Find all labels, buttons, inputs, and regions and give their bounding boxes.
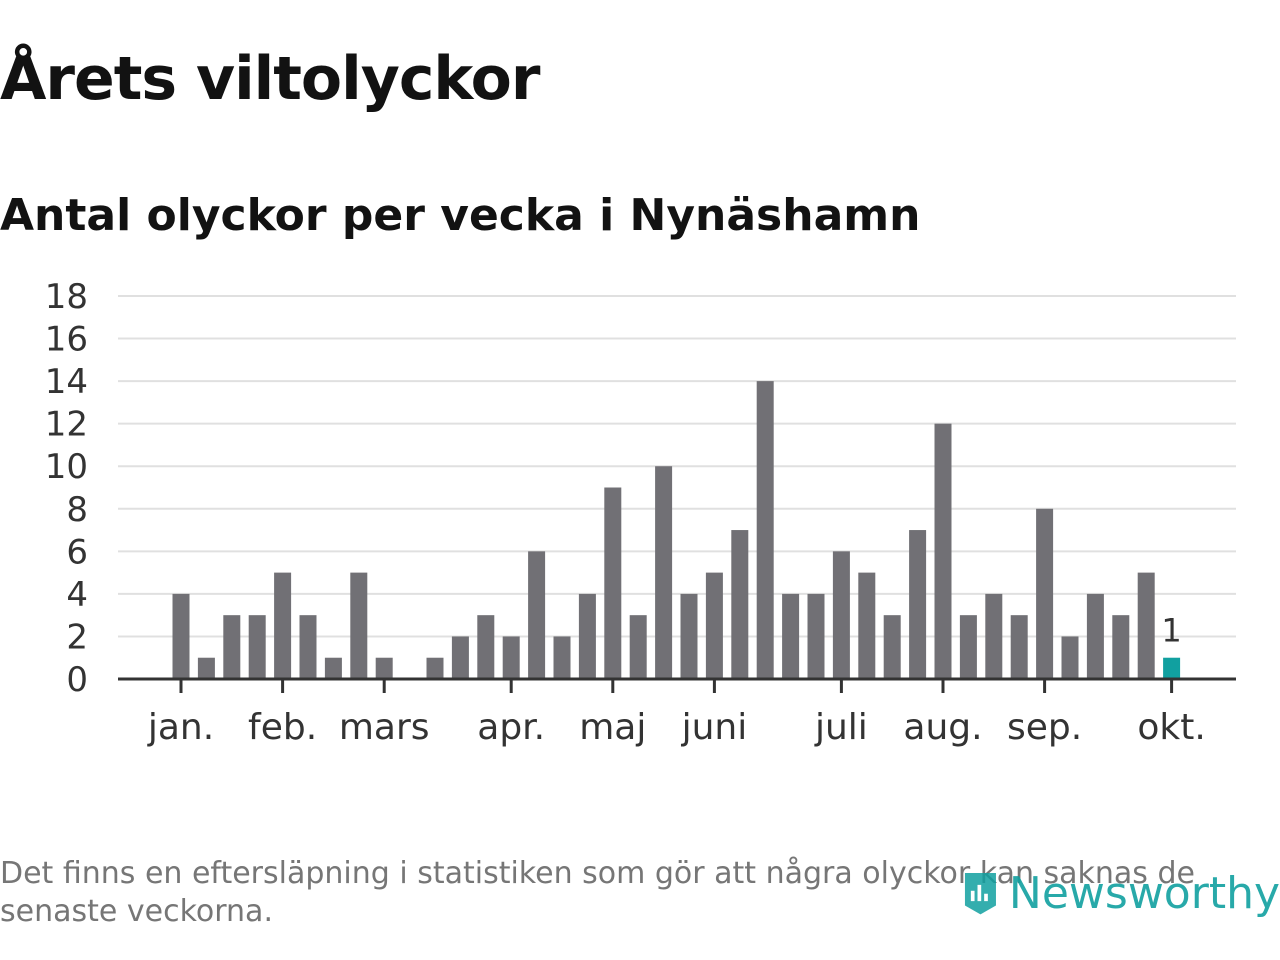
x-tick-label-maj: maj (579, 707, 646, 748)
bar-week-6 (299, 615, 317, 679)
y-tick-label-0: 0 (66, 660, 88, 700)
gridlines (118, 295, 1236, 638)
bar-week-39 (1137, 572, 1155, 679)
bar-week-16 (553, 636, 571, 679)
bar-week-18 (604, 487, 622, 679)
annotations: 1 (1161, 612, 1181, 650)
bar-week-11 (426, 657, 444, 679)
bar-week-29 (883, 615, 901, 679)
bar-week-37 (1086, 593, 1104, 679)
y-tick-label-16: 16 (45, 320, 88, 360)
bar-week-7 (324, 657, 342, 679)
bar-week-13 (477, 615, 495, 679)
x-tick-label-mars: mars (339, 707, 430, 748)
bar-week-34 (1010, 615, 1028, 679)
y-tick-label-14: 14 (45, 362, 88, 402)
x-tick-label-aug.: aug. (903, 707, 982, 748)
bar-week-8 (350, 572, 368, 679)
bar-week-22 (705, 572, 723, 679)
bar-week-24 (756, 381, 774, 679)
bar-week-2 (197, 657, 215, 679)
x-axis-labels: jan. feb. mars apr. maj juni juli aug. sep. okt. (147, 707, 1206, 748)
x-tick-label-feb.: feb. (248, 707, 317, 748)
y-tick-label-8: 8 (66, 490, 88, 530)
data-label-last-week: 1 (1161, 612, 1181, 650)
x-axis (118, 677, 1236, 693)
bar-week-40 (1163, 657, 1181, 679)
newsworthy-logo-text: Newsworthy (1008, 867, 1280, 919)
bar-week-30 (909, 530, 927, 679)
bar-week-20 (655, 466, 673, 679)
y-tick-label-4: 4 (66, 575, 88, 615)
x-tick-label-apr.: apr. (477, 707, 545, 748)
chart-title: Årets viltolyckor (0, 44, 540, 114)
bar-week-36 (1061, 636, 1079, 679)
bar-week-25 (782, 593, 800, 679)
bar-week-17 (578, 593, 596, 679)
bar-week-28 (858, 572, 876, 679)
bar-week-27 (832, 551, 850, 679)
bar-week-4 (248, 615, 266, 679)
bar-week-15 (528, 551, 546, 679)
bar-week-5 (274, 572, 292, 679)
bar-week-21 (680, 593, 698, 679)
y-tick-label-10: 10 (45, 447, 88, 487)
y-tick-label-18: 18 (45, 277, 88, 317)
bars (172, 381, 1181, 679)
y-tick-label-6: 6 (66, 532, 88, 572)
x-tick-label-juli: juli (814, 707, 868, 748)
y-tick-label-2: 2 (66, 617, 88, 657)
x-tick-label-sep.: sep. (1007, 707, 1082, 748)
bar-week-9 (375, 657, 393, 679)
bar-week-1 (172, 593, 190, 679)
bar-week-19 (629, 615, 647, 679)
bar-week-12 (451, 636, 469, 679)
x-tick-label-jan.: jan. (147, 707, 214, 748)
bar-week-26 (807, 593, 825, 679)
bar-week-3 (223, 615, 241, 679)
bar-week-14 (502, 636, 520, 679)
bar-week-23 (731, 530, 749, 679)
newsworthy-logo: Newsworthy (962, 858, 1280, 928)
bar-week-35 (1036, 508, 1054, 679)
bar-week-32 (959, 615, 977, 679)
newsworthy-logo-icon (964, 873, 996, 915)
bar-week-31 (934, 423, 952, 679)
x-tick-label-juni: juni (681, 707, 748, 748)
chart-subtitle: Antal olyckor per vecka i Nynäshamn (0, 190, 921, 241)
x-tick-label-okt.: okt. (1137, 707, 1205, 748)
y-tick-label-12: 12 (45, 405, 88, 445)
bar-week-33 (985, 593, 1003, 679)
bar-week-38 (1112, 615, 1130, 679)
